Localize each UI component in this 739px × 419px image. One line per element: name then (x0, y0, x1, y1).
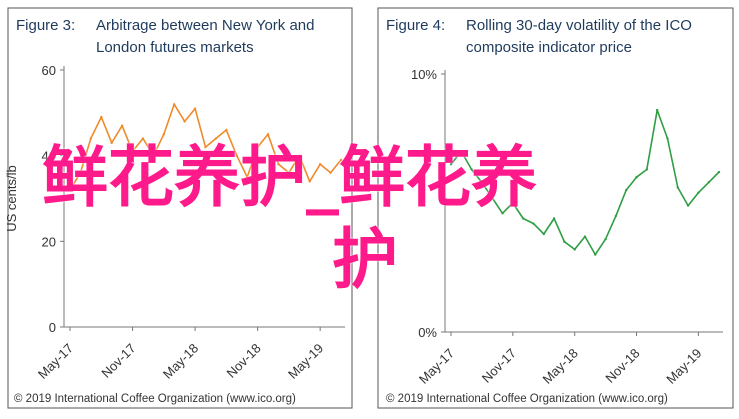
chart2-data-point (552, 217, 556, 220)
chart1-y-tick-label: 20 (42, 234, 56, 249)
chart1-data-point (277, 163, 280, 166)
chart2-data-point (583, 235, 587, 238)
chart1-data-point (183, 120, 186, 123)
chart1-data-point (79, 171, 82, 174)
chart2-data-point (449, 163, 453, 166)
chart2-y-tick-label: 10% (411, 67, 437, 82)
chart1-title-line-1: Arbitrage between New York and (96, 17, 314, 34)
chart1-data-point (173, 103, 176, 106)
chart2-frame (377, 7, 734, 409)
chart2-footer: © 2019 International Coffee Organization… (386, 393, 668, 405)
chart2-data-point (666, 137, 669, 140)
chart2-data-point (717, 170, 721, 174)
chart2-data-point (470, 168, 473, 171)
chart2-data-point (532, 222, 535, 225)
chart2-data-point (676, 186, 679, 189)
chart1-data-point (110, 141, 113, 145)
chart1-data-point (235, 154, 238, 157)
chart1-data-point (318, 163, 322, 166)
chart1-data-point (131, 150, 134, 153)
chart1-data-point (214, 137, 218, 140)
chart2-data-point (491, 196, 494, 200)
chart2-y-tick-label: 0% (418, 325, 437, 340)
chart1-data-point (100, 115, 103, 119)
chart2-data-point (686, 204, 690, 207)
chart2-data-point (594, 253, 597, 256)
chart2-data-point (697, 191, 700, 194)
chart1-data-point (204, 145, 207, 149)
chart2-data-point (707, 181, 710, 184)
chart1-data-point (152, 154, 155, 157)
chart1-y-tick-label: 60 (42, 63, 56, 78)
chart1-title-line-2: London futures markets (96, 39, 254, 56)
chart2-data-point (501, 212, 504, 215)
chart1-data-point (339, 158, 343, 162)
chart1-data-point (256, 145, 259, 149)
chart2-data-point (563, 240, 566, 243)
chart2-data-point (625, 188, 628, 192)
chart1-data-point (245, 175, 249, 179)
chart1-data-point (120, 124, 124, 127)
chart1-data-point (298, 154, 301, 157)
chart1-figure-label: Figure 3: (16, 17, 75, 34)
chart1-data-point (141, 137, 145, 140)
chart2-figure-label: Figure 4: (386, 17, 445, 34)
chart1-footer: © 2019 International Coffee Organization… (14, 393, 296, 405)
chart1-y-tick-label: 40 (42, 149, 56, 164)
chart2-data-point (635, 176, 638, 179)
chart1-data-point (193, 107, 197, 110)
chart1-data-point (68, 188, 72, 192)
chart2-data-point (604, 237, 607, 241)
chart2-title-line-1: Rolling 30-day volatility of the ICO (466, 17, 692, 34)
chart1-data-point (266, 133, 270, 136)
chart1-frame (7, 7, 353, 409)
chart2-data-point (480, 181, 484, 184)
chart2-data-point (645, 168, 649, 171)
chart2-data-point (614, 214, 618, 218)
chart1-data-point (329, 171, 332, 174)
chart1-y-tick-label: 0 (49, 320, 56, 335)
chart2-data-point (573, 248, 576, 251)
chart2-data-point (460, 150, 463, 153)
chart1-data-point (162, 133, 166, 136)
chart1-data-point (225, 128, 228, 132)
chart2-data-point (511, 201, 515, 205)
chart2-data-point (521, 217, 525, 220)
chart2-data-point (542, 232, 545, 236)
chart1-data-point (287, 171, 291, 174)
chart1-data-point (89, 137, 93, 140)
chart2-title-line-2: composite indicator price (466, 39, 632, 56)
chart1-y-axis-label: US cents/lb (4, 165, 19, 231)
chart1-data-point (308, 180, 311, 183)
chart2-data-point (655, 108, 659, 112)
